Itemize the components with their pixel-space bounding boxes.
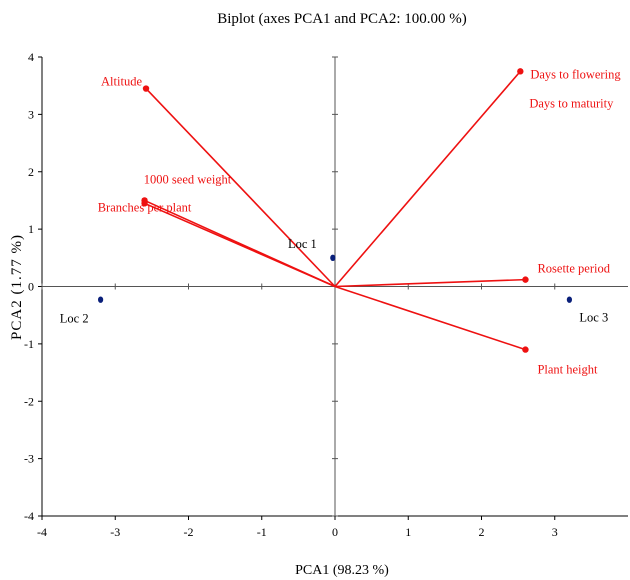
y-tick-label: 3 [28, 107, 34, 121]
variable-vector [334, 70, 521, 288]
observation-label: Loc 2 [60, 312, 89, 326]
y-tick-label: 4 [28, 50, 34, 64]
x-tick-label: 2 [479, 525, 485, 539]
variable-label: Plant height [537, 363, 598, 377]
x-tick-label: 1 [405, 525, 411, 539]
variable-label: Days to flowering [530, 67, 621, 81]
observation-label: Loc 1 [288, 237, 317, 251]
variable-label: Altitude [101, 75, 142, 89]
y-tick-label: -4 [24, 509, 34, 523]
y-tick-label: -3 [24, 452, 34, 466]
observation-label: Loc 3 [579, 311, 608, 325]
axes-layer: -4 -3 -2 -1 0 1 2 3 4 -4 -3 -2 -1 0 1 2 3 [24, 50, 628, 539]
variable-label: Days to maturity [529, 96, 614, 110]
y-axis-label: PCA2 (1.77 %) [9, 234, 25, 340]
x-tick-label: -2 [184, 525, 194, 539]
y-tick-label: 2 [28, 165, 34, 179]
variable-label: Rosette period [537, 262, 610, 276]
variable-vectors: Altitude Days to flowering Days to maturit… [98, 67, 622, 376]
variable-vector [334, 278, 526, 288]
x-axis-label: PCA1 (98.23 %) [295, 563, 389, 578]
observation-points: Loc 1 Loc 2 Loc 3 [60, 237, 608, 326]
y-tick-label: 0 [28, 280, 34, 294]
x-tick-label: 3 [552, 525, 558, 539]
variable-vector-tip [522, 276, 529, 283]
variable-vector [334, 285, 526, 351]
variable-vector-tip [522, 346, 529, 353]
variable-label: 1000 seed weight [144, 172, 232, 186]
variable-vector-tip [141, 200, 148, 207]
x-tick-label: -3 [110, 525, 120, 539]
y-tick-label: -1 [24, 337, 34, 351]
variable-vector-tip [517, 68, 524, 75]
x-tick-label: 0 [332, 525, 338, 539]
x-tick-label: -1 [257, 525, 267, 539]
y-tick-label: 1 [28, 222, 34, 236]
y-tick-label: -2 [24, 394, 34, 408]
variable-label: Branches per plant [98, 200, 192, 214]
observation-point [98, 296, 104, 303]
observation-point [330, 254, 336, 262]
observation-point [566, 296, 573, 303]
variable-vector [145, 88, 336, 288]
chart-title: Biplot (axes PCA1 and PCA2: 100.00 %) [217, 11, 467, 27]
variable-vector-tip [142, 85, 150, 92]
variable-vector [144, 202, 336, 288]
x-tick-label: -4 [37, 525, 47, 539]
